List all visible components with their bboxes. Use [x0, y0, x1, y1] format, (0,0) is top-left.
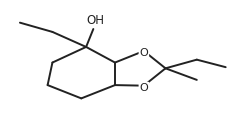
Text: O: O — [139, 83, 148, 93]
Text: O: O — [139, 48, 148, 58]
Text: O: O — [139, 83, 148, 93]
Text: OH: OH — [87, 14, 105, 27]
Text: O: O — [139, 48, 148, 58]
Text: OH: OH — [87, 14, 105, 27]
